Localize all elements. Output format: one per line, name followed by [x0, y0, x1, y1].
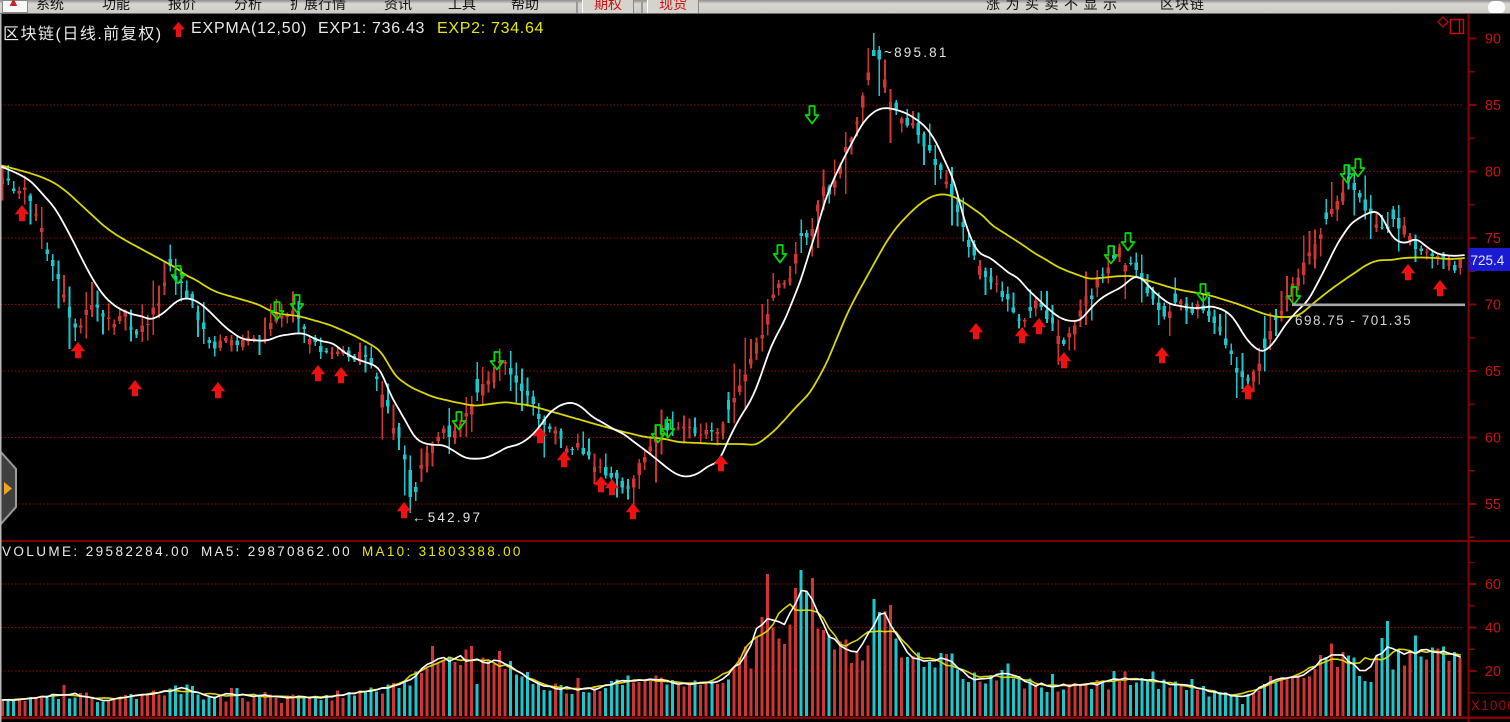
- svg-text:80: 80: [1485, 165, 1501, 181]
- svg-text:60: 60: [1485, 577, 1501, 593]
- svg-text:60: 60: [1485, 431, 1501, 447]
- svg-text:~895.81: ~895.81: [884, 45, 949, 60]
- svg-text:←542.97: ←542.97: [412, 510, 482, 525]
- svg-text:55: 55: [1485, 497, 1501, 513]
- svg-text:75: 75: [1485, 231, 1501, 247]
- svg-text:40: 40: [1485, 621, 1501, 637]
- svg-text:X10000: X10000: [1471, 698, 1510, 713]
- svg-text:90: 90: [1485, 32, 1501, 48]
- svg-text:20: 20: [1485, 664, 1501, 680]
- svg-text:65: 65: [1485, 364, 1501, 380]
- svg-text:725.4: 725.4: [1471, 253, 1505, 268]
- svg-text:70: 70: [1485, 298, 1501, 314]
- svg-text:698.75 - 701.35: 698.75 - 701.35: [1295, 313, 1412, 328]
- svg-text:85: 85: [1485, 98, 1501, 114]
